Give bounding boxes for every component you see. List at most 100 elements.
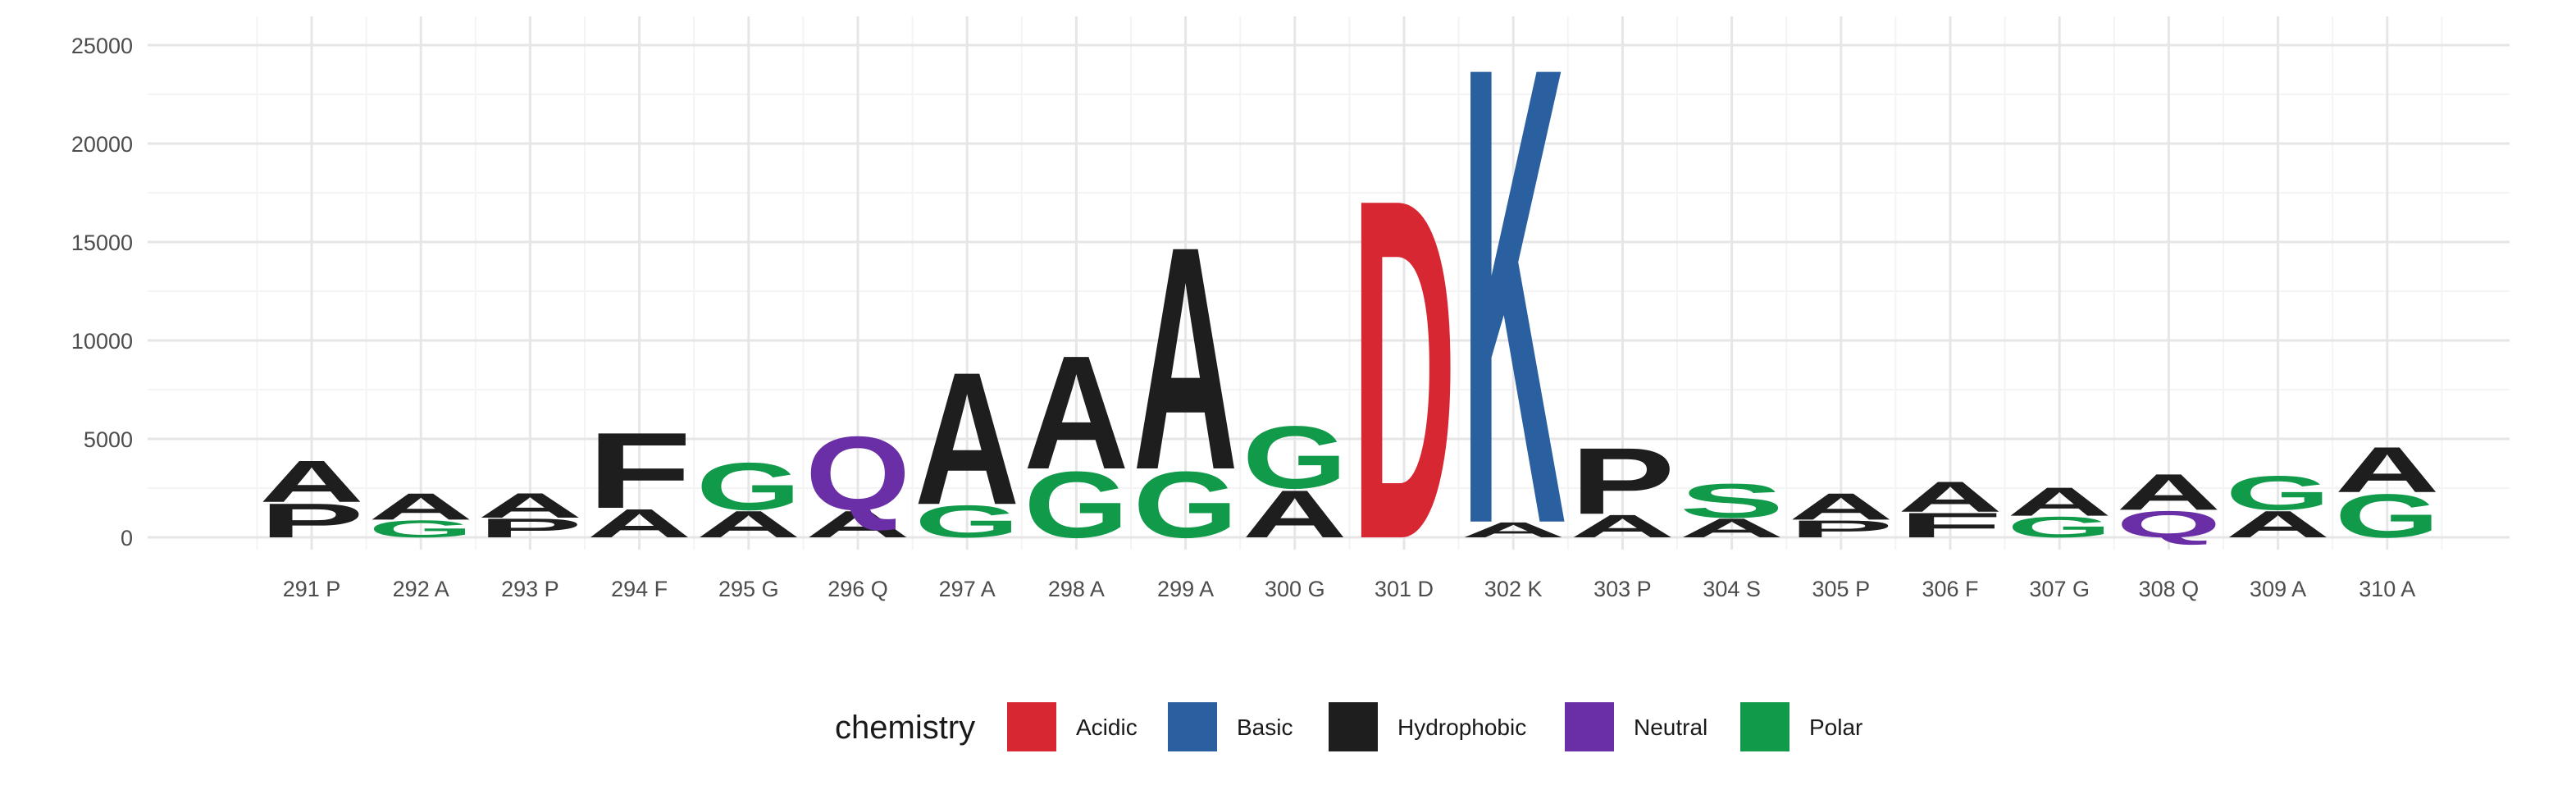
logo-glyph: A: [914, 333, 1019, 545]
logo-letter-a: A: [1133, 180, 1238, 537]
logo-glyph: G: [368, 515, 473, 542]
x-tick-label: 308 Q: [2139, 577, 2200, 601]
x-tick-label: 299 A: [1157, 577, 1214, 601]
logo-glyph: K: [1461, 0, 1566, 661]
logo-letter-g: G: [2007, 510, 2112, 543]
logo-letter-g: G: [914, 496, 1019, 547]
logo-letter-a: A: [1570, 509, 1675, 545]
logo-letter-a: A: [368, 486, 473, 527]
x-tick-label: 293 P: [501, 577, 559, 601]
logo-glyph: A: [2007, 479, 2112, 524]
logo-letter-a: A: [1024, 322, 1128, 503]
logo-glyph: Q: [805, 415, 910, 533]
logo-letter-a: A: [1461, 518, 1566, 542]
logo-glyph: A: [259, 448, 364, 514]
logo-letter-a: A: [259, 448, 364, 514]
logo-glyph: G: [1242, 408, 1347, 508]
logo-letter-k: K: [1461, 0, 1566, 661]
logo-letter-g: G: [1024, 452, 1128, 558]
logo-glyph: A: [696, 504, 801, 546]
logo-glyph: A: [1242, 477, 1347, 552]
y-tick-label: 10000: [71, 329, 133, 354]
logo-glyph: G: [1133, 452, 1238, 558]
logo-glyph: A: [2335, 434, 2440, 506]
x-tick-label: 305 P: [1812, 577, 1871, 601]
logo-glyph: P: [1570, 428, 1675, 534]
logo-glyph: A: [1898, 473, 2003, 521]
logo-glyph: A: [587, 500, 692, 546]
logo-glyph: S: [1680, 474, 1785, 528]
y-tick-label: 20000: [71, 132, 133, 157]
logo-glyph: P: [259, 494, 364, 548]
x-tick-label: 297 A: [939, 577, 996, 601]
x-tick-label: 300 G: [1265, 577, 1325, 601]
logo-letter-s: S: [1680, 474, 1785, 528]
x-tick-label: 306 F: [1922, 577, 1978, 601]
logo-letter-p: P: [1570, 428, 1675, 534]
logo-glyph: A: [477, 486, 582, 525]
x-tick-label: 309 A: [2250, 577, 2306, 601]
logo-letter-a: A: [1680, 514, 1785, 544]
logo-letter-p: P: [1789, 515, 1894, 542]
y-tick-label: 15000: [71, 231, 133, 255]
logo-glyph: A: [1570, 509, 1675, 545]
logo-letter-d: D: [1352, 97, 1457, 641]
legend-label: Acidic: [1076, 715, 1138, 740]
logo-glyph: F: [587, 411, 692, 532]
logo-letter-a: A: [587, 500, 692, 546]
legend-key-neutral: [1565, 702, 1614, 751]
logo-letter-a: A: [1898, 473, 2003, 521]
logo-letter-q: Q: [805, 415, 910, 533]
logo-letter-a: A: [696, 504, 801, 546]
y-tick-label: 0: [121, 526, 133, 550]
logo-letter-a: A: [2116, 463, 2221, 521]
x-tick-label: 307 G: [2029, 577, 2090, 601]
logo-letter-f: F: [1898, 506, 2003, 546]
logo-letter-q: Q: [2116, 503, 2221, 546]
y-tick-label: 5000: [84, 427, 133, 452]
logo-glyph: G: [1024, 452, 1128, 558]
logo-glyph: G: [696, 449, 801, 524]
legend-title: chemistry: [835, 710, 975, 746]
logo-letter-a: A: [805, 504, 910, 546]
x-axis: 291 P 292 A 293 P 294 F 295 G 296 Q 297 A 298 A…: [283, 577, 2416, 601]
x-tick-label: 301 D: [1375, 577, 1434, 601]
logo-letter-a: A: [1789, 486, 1894, 527]
y-tick-label: 25000: [71, 34, 133, 58]
legend-key-polar: [1740, 702, 1790, 751]
logo-letter-g: G: [2335, 482, 2440, 551]
legend-label: Basic: [1237, 715, 1293, 740]
x-tick-label: 295 G: [718, 577, 779, 601]
legend-label: Hydrophobic: [1397, 715, 1526, 740]
logo-letter-p: P: [477, 513, 582, 543]
logo-glyph: G: [2335, 482, 2440, 551]
logo-letter-g: G: [1242, 408, 1347, 508]
logo-letter-g: G: [696, 449, 801, 524]
x-tick-label: 294 F: [611, 577, 668, 601]
logo-letter-g: G: [368, 515, 473, 542]
logo-glyph: G: [2226, 466, 2331, 520]
logo-glyph: A: [1024, 322, 1128, 503]
logo-letter-a: A: [2226, 504, 2331, 546]
legend: chemistry Acidic Basic Hydrophobic Neutral Po…: [835, 702, 1862, 751]
legend-label: Polar: [1809, 715, 1862, 740]
logo-letter-g: G: [1133, 452, 1238, 558]
x-tick-label: 298 A: [1048, 577, 1105, 601]
logo-letter-a: A: [914, 333, 1019, 545]
logo-glyph: Q: [2116, 503, 2221, 546]
logo-glyph: A: [805, 504, 910, 546]
x-tick-label: 303 P: [1593, 577, 1652, 601]
logo-glyph: D: [1352, 97, 1457, 641]
logo-glyph: A: [1461, 518, 1566, 542]
logo-glyph: G: [914, 496, 1019, 547]
legend-label: Neutral: [1634, 715, 1707, 740]
x-tick-label: 302 K: [1484, 577, 1543, 601]
x-tick-label: 291 P: [283, 577, 341, 601]
logo-letter-a: A: [1242, 477, 1347, 552]
logo-glyph: A: [1680, 514, 1785, 544]
grid-lines: [148, 16, 2510, 550]
logo-letter-a: A: [2007, 479, 2112, 524]
logo-glyph: A: [1789, 486, 1894, 527]
